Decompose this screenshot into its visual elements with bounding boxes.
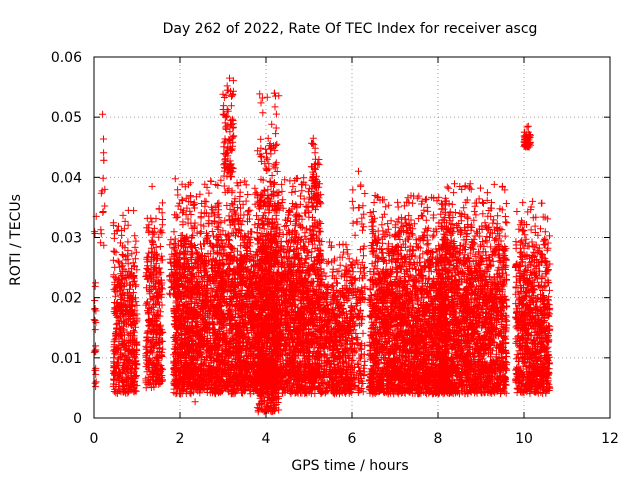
x-tick-label: 4 [262, 431, 271, 447]
y-tick-label: 0.01 [51, 351, 82, 367]
y-tick-label: 0.04 [51, 170, 82, 186]
chart-title: Day 262 of 2022, Rate Of TEC Index for r… [163, 21, 538, 37]
x-tick-label: 10 [515, 431, 533, 447]
x-tick-label: 6 [348, 431, 357, 447]
data-points [90, 74, 554, 416]
y-axis-label: ROTI / TECUs [8, 194, 24, 286]
y-tick-label: 0.06 [51, 50, 82, 66]
y-tick-label: 0.05 [51, 110, 82, 126]
y-tick-label: 0.02 [51, 291, 82, 307]
axes: 0 2 4 6 8 10 12 0 0.01 0.02 0.03 0.04 0.05 0.06 [51, 50, 619, 447]
x-tick-label: 0 [90, 431, 99, 447]
x-tick-label: 12 [601, 431, 619, 447]
x-tick-label: 8 [434, 431, 443, 447]
y-tick-label: 0.03 [51, 231, 82, 247]
x-axis-label: GPS time / hours [291, 458, 408, 474]
x-tick-label: 2 [176, 431, 185, 447]
roti-point-markers [90, 74, 554, 416]
y-tick-label: 0 [73, 411, 82, 427]
